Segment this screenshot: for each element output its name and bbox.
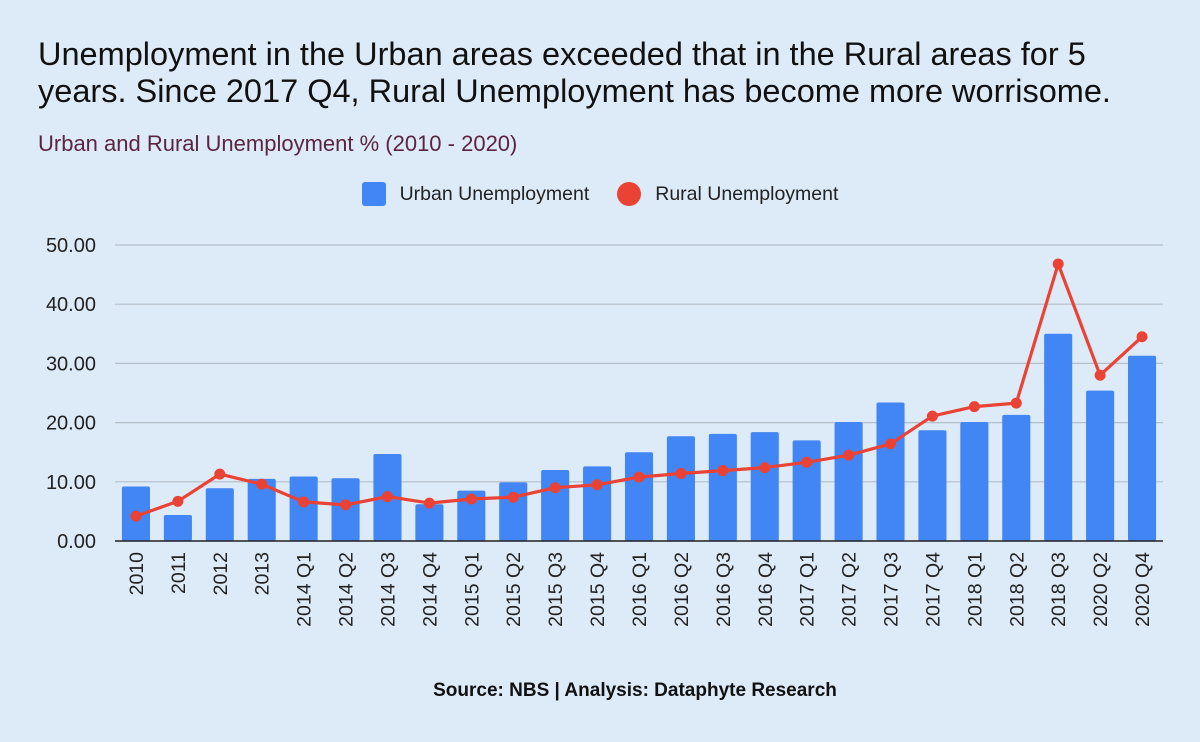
bar-urban xyxy=(624,452,654,541)
bar-urban xyxy=(1127,355,1157,541)
y-tick-label: 10.00 xyxy=(46,472,96,494)
point-rural xyxy=(172,495,184,507)
x-tick-label: 2014 Q1 xyxy=(294,552,316,627)
x-tick-label: 2020 Q2 xyxy=(1090,552,1112,627)
y-tick-label: 20.00 xyxy=(46,413,96,435)
x-tick-label: 2014 Q4 xyxy=(419,552,441,627)
point-rural xyxy=(423,497,435,509)
legend-item-rural[interactable]: Rural Unemployment xyxy=(617,182,838,206)
bar-urban xyxy=(708,433,737,541)
x-tick-label: 2016 Q4 xyxy=(755,552,777,627)
x-tick-label: 2011 xyxy=(168,552,190,594)
x-tick-label: 2020 Q4 xyxy=(1132,552,1154,627)
legend-swatch-rural xyxy=(617,182,642,206)
chart-subtitle: Urban and Rural Unemployment % (2010 - 2… xyxy=(38,131,518,156)
x-tick-label: 2017 Q3 xyxy=(881,552,903,627)
point-rural xyxy=(465,493,477,505)
x-tick-label: 2017 Q1 xyxy=(797,552,819,627)
point-rural xyxy=(507,491,519,503)
x-tick-label: 2014 Q3 xyxy=(377,552,399,627)
y-tick-label: 30.00 xyxy=(46,353,96,375)
bar-urban xyxy=(289,476,318,541)
bar-urban xyxy=(457,490,486,541)
legend-label-urban: Urban Unemployment xyxy=(399,182,590,205)
point-rural xyxy=(801,456,813,468)
bar-urban xyxy=(918,430,947,541)
x-tick-label: 2016 Q3 xyxy=(713,552,735,627)
legend-swatch-urban xyxy=(361,182,386,206)
x-tick-label: 2010 xyxy=(126,552,148,596)
point-rural xyxy=(381,491,393,503)
bar-urban xyxy=(415,504,444,541)
bar-urban xyxy=(876,402,905,541)
bar-urban xyxy=(750,432,779,541)
point-rural xyxy=(256,478,268,490)
bar-urban xyxy=(499,482,528,541)
bar-urban xyxy=(666,436,695,541)
x-tick-label: 2015 Q1 xyxy=(461,552,483,627)
legend-item-urban[interactable]: Urban Unemployment xyxy=(361,182,590,206)
point-rural xyxy=(1010,397,1022,409)
point-rural xyxy=(926,410,938,422)
point-rural xyxy=(1052,258,1064,270)
legend: Urban Unemployment Rural Unemployment xyxy=(0,182,1200,206)
point-rural xyxy=(1136,331,1148,343)
point-rural xyxy=(1094,369,1106,381)
bar-urban xyxy=(163,514,192,541)
bar-urban xyxy=(541,469,570,541)
x-tick-label: 2015 Q4 xyxy=(587,552,609,627)
point-rural xyxy=(759,462,771,474)
x-tick-label: 2013 xyxy=(252,552,274,595)
bar-urban xyxy=(834,422,863,541)
x-tick-label: 2018 Q2 xyxy=(1006,552,1028,627)
chart-title: Unemployment in the Urban areas exceeded… xyxy=(38,36,1111,109)
bar-urban xyxy=(205,488,234,541)
point-rural xyxy=(298,496,310,508)
point-rural xyxy=(633,471,645,483)
x-tick-label: 2014 Q2 xyxy=(336,552,358,627)
bar-urban xyxy=(1086,390,1115,541)
point-rural xyxy=(549,482,561,494)
point-rural xyxy=(885,438,897,450)
point-rural xyxy=(214,468,226,480)
point-rural xyxy=(843,449,855,461)
point-rural xyxy=(591,479,603,491)
x-tick-label: 2016 Q2 xyxy=(671,552,693,627)
point-rural xyxy=(968,401,980,413)
x-tick-label: 2017 Q4 xyxy=(922,552,944,627)
x-tick-label: 2018 Q3 xyxy=(1048,552,1070,627)
bar-urban xyxy=(960,422,989,541)
bar-urban xyxy=(583,466,612,541)
source-note: Source: NBS | Analysis: Dataphyte Resear… xyxy=(433,680,837,701)
x-tick-label: 2017 Q2 xyxy=(839,552,861,627)
legend-label-rural: Rural Unemployment xyxy=(655,182,839,205)
bar-urban xyxy=(792,440,821,541)
point-rural xyxy=(340,499,352,511)
point-rural xyxy=(717,465,729,477)
x-tick-label: 2015 Q2 xyxy=(503,552,525,627)
x-tick-label: 2018 Q1 xyxy=(964,552,986,627)
x-tick-label: 2012 xyxy=(210,552,232,595)
x-tick-label: 2015 Q3 xyxy=(545,552,567,627)
bar-urban xyxy=(247,478,276,541)
y-tick-label: 0.00 xyxy=(57,531,96,553)
point-rural xyxy=(130,510,142,522)
x-tick-label: 2016 Q1 xyxy=(629,552,651,627)
y-tick-label: 40.00 xyxy=(46,294,96,316)
y-tick-label: 50.00 xyxy=(46,235,96,257)
point-rural xyxy=(675,468,687,480)
bar-urban xyxy=(1044,333,1073,541)
bar-urban xyxy=(1002,414,1031,541)
